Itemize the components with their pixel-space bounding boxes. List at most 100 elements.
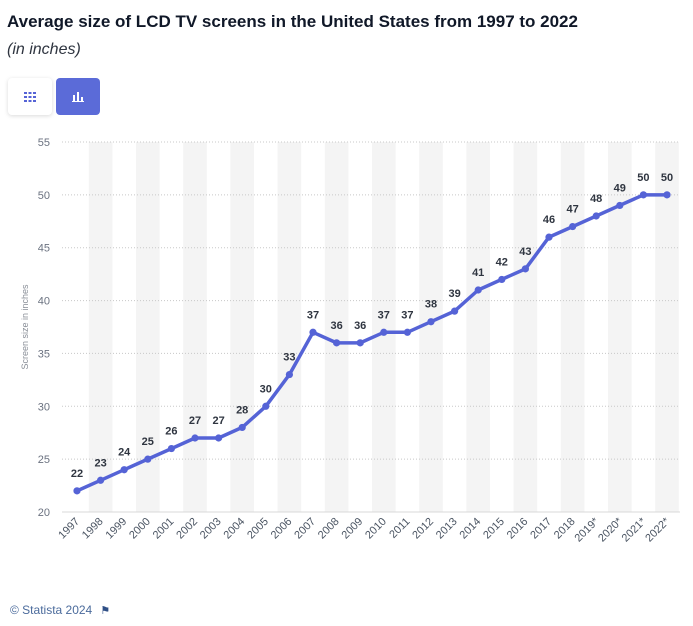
x-tick-label: 2008 bbox=[316, 516, 342, 542]
data-point[interactable] bbox=[144, 455, 152, 463]
data-label: 37 bbox=[378, 309, 390, 321]
data-label: 50 bbox=[637, 172, 649, 184]
data-point[interactable] bbox=[238, 423, 246, 432]
data-point[interactable] bbox=[333, 339, 341, 347]
data-label: 22 bbox=[71, 468, 83, 480]
data-label: 28 bbox=[236, 404, 248, 416]
data-point[interactable] bbox=[592, 212, 600, 220]
data-point[interactable] bbox=[616, 201, 624, 210]
x-tick-label: 2002 bbox=[174, 516, 200, 542]
background-band bbox=[560, 142, 585, 512]
data-label: 24 bbox=[118, 447, 131, 459]
data-label: 46 bbox=[543, 214, 555, 226]
background-band bbox=[324, 142, 349, 512]
x-tick-label: 2003 bbox=[198, 516, 224, 542]
data-point[interactable] bbox=[427, 318, 435, 326]
data-label: 48 bbox=[590, 193, 602, 205]
table-grid-icon bbox=[24, 91, 36, 102]
data-label: 37 bbox=[401, 309, 413, 321]
data-point[interactable] bbox=[97, 476, 105, 484]
data-label: 39 bbox=[448, 288, 460, 300]
background-band bbox=[183, 142, 207, 512]
data-labels: 22 23 24 25 26 27 27 28 30 33 37 36 36 37 37 38 39 41 42 43… bbox=[71, 172, 673, 480]
data-point[interactable] bbox=[403, 328, 411, 336]
y-axis-ticks: 20 25 30 35 40 45 50 55 bbox=[38, 137, 50, 519]
data-point[interactable] bbox=[521, 265, 530, 273]
x-tick-label: 2016 bbox=[505, 516, 531, 542]
table-view-button[interactable] bbox=[8, 78, 52, 115]
data-point[interactable] bbox=[309, 328, 317, 336]
data-point[interactable] bbox=[356, 339, 364, 347]
footer: © Statista 2024 ⚑ bbox=[10, 603, 110, 617]
data-label: 33 bbox=[283, 352, 295, 364]
data-point[interactable] bbox=[663, 191, 671, 199]
x-tick-label: 2013 bbox=[434, 516, 460, 542]
data-label: 27 bbox=[189, 415, 201, 427]
background-band bbox=[513, 142, 538, 512]
background-band bbox=[655, 142, 679, 512]
series-line bbox=[75, 193, 669, 493]
y-tick-label: 25 bbox=[38, 454, 50, 466]
data-point[interactable] bbox=[380, 328, 388, 336]
x-tick-label: 2015 bbox=[481, 516, 507, 542]
background-band bbox=[419, 142, 443, 512]
data-label: 37 bbox=[307, 309, 319, 321]
data-point[interactable] bbox=[262, 402, 270, 410]
x-tick-label: 2021* bbox=[620, 515, 649, 544]
data-label: 42 bbox=[496, 256, 508, 268]
data-point[interactable] bbox=[498, 275, 506, 284]
data-point[interactable] bbox=[569, 222, 577, 231]
x-tick-label: 2009 bbox=[340, 516, 366, 542]
x-tick-label: 1999 bbox=[104, 516, 130, 542]
bar-chart-icon bbox=[72, 92, 84, 102]
data-point[interactable] bbox=[167, 444, 175, 453]
x-tick-label: 2022* bbox=[643, 515, 672, 544]
background-band bbox=[466, 142, 490, 512]
y-axis-label: Screen size in inches bbox=[20, 284, 30, 370]
chart-subtitle: (in inches) bbox=[7, 41, 81, 58]
gridlines bbox=[62, 141, 680, 513]
x-tick-label: 2014 bbox=[458, 516, 484, 542]
x-tick-label: 2020* bbox=[596, 515, 625, 544]
line-chart: 20 25 30 35 40 45 50 55 Screen size in inches 2… bbox=[20, 137, 680, 544]
x-tick-label: 2006 bbox=[269, 516, 295, 542]
background-band bbox=[372, 142, 396, 512]
background-band bbox=[88, 142, 113, 512]
data-point[interactable] bbox=[191, 434, 199, 442]
x-tick-label: 2001 bbox=[151, 516, 177, 542]
x-tick-label: 2005 bbox=[245, 516, 271, 542]
y-tick-label: 30 bbox=[38, 401, 50, 413]
background-band bbox=[608, 142, 632, 512]
background-band bbox=[136, 142, 160, 512]
x-axis-ticks: 1997199819992000200120022003200420052006… bbox=[56, 515, 672, 544]
copyright-link[interactable]: © Statista 2024 bbox=[10, 603, 93, 617]
y-tick-label: 35 bbox=[38, 348, 50, 360]
flag-icon[interactable]: ⚑ bbox=[100, 604, 111, 617]
data-point[interactable] bbox=[215, 434, 223, 442]
chart-view-button[interactable] bbox=[56, 78, 100, 115]
data-label: 47 bbox=[566, 204, 578, 216]
data-label: 50 bbox=[661, 172, 673, 184]
x-tick-label: 2019* bbox=[572, 515, 601, 544]
data-point[interactable] bbox=[639, 191, 648, 199]
data-point[interactable] bbox=[545, 233, 553, 241]
data-points bbox=[73, 191, 671, 495]
data-label: 49 bbox=[614, 182, 626, 194]
x-tick-label: 1997 bbox=[56, 516, 82, 542]
y-tick-label: 45 bbox=[38, 243, 50, 255]
background-band bbox=[230, 142, 254, 512]
chart-title: Average size of LCD TV screens in the Un… bbox=[7, 12, 578, 31]
data-label: 25 bbox=[142, 436, 154, 448]
y-tick-label: 40 bbox=[38, 296, 50, 308]
x-tick-label: 2010 bbox=[363, 516, 389, 542]
x-tick-label: 1998 bbox=[80, 516, 106, 542]
data-point[interactable] bbox=[451, 307, 459, 315]
data-point[interactable] bbox=[474, 286, 482, 294]
data-point[interactable] bbox=[285, 370, 293, 379]
data-label: 43 bbox=[519, 246, 531, 258]
data-label: 30 bbox=[260, 383, 272, 395]
data-label: 38 bbox=[425, 299, 437, 311]
data-point[interactable] bbox=[73, 487, 81, 495]
data-label: 23 bbox=[94, 457, 106, 469]
data-point[interactable] bbox=[120, 466, 128, 474]
